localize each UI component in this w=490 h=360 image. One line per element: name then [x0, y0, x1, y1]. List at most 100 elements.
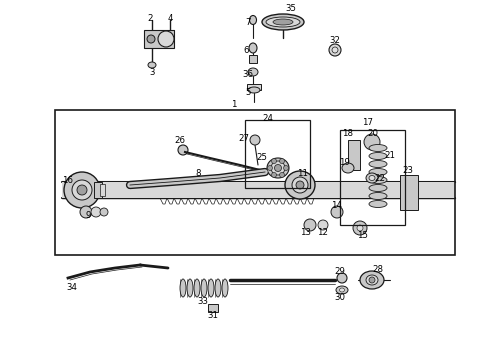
Circle shape	[364, 134, 380, 150]
Ellipse shape	[342, 163, 354, 173]
Ellipse shape	[180, 279, 186, 297]
Ellipse shape	[148, 62, 156, 68]
Circle shape	[250, 135, 260, 145]
Circle shape	[158, 31, 174, 47]
Text: 1: 1	[231, 99, 237, 108]
Ellipse shape	[267, 158, 289, 178]
Ellipse shape	[266, 17, 300, 27]
Text: 31: 31	[207, 310, 219, 320]
Ellipse shape	[215, 279, 221, 297]
Text: 24: 24	[263, 113, 273, 122]
Circle shape	[271, 158, 276, 163]
Text: 30: 30	[335, 292, 345, 302]
Text: 8: 8	[195, 168, 201, 177]
Ellipse shape	[366, 275, 378, 285]
Text: 15: 15	[358, 230, 368, 239]
Text: 36: 36	[243, 69, 253, 78]
Ellipse shape	[194, 279, 200, 297]
Text: 6: 6	[243, 45, 249, 54]
Text: 13: 13	[300, 228, 312, 237]
Text: 11: 11	[297, 168, 309, 177]
Text: 33: 33	[197, 297, 209, 306]
Ellipse shape	[369, 201, 387, 207]
Text: 16: 16	[63, 176, 74, 185]
Bar	[249, 55, 257, 63]
Ellipse shape	[292, 177, 308, 193]
Bar	[400, 175, 418, 210]
Ellipse shape	[222, 279, 228, 297]
Ellipse shape	[296, 181, 304, 189]
Ellipse shape	[337, 273, 347, 283]
Text: 28: 28	[372, 266, 384, 274]
Bar	[62, 182, 455, 198]
Ellipse shape	[366, 173, 378, 183]
Bar	[247, 84, 261, 90]
Ellipse shape	[248, 87, 260, 93]
Ellipse shape	[201, 279, 207, 297]
Text: 22: 22	[374, 174, 386, 183]
Ellipse shape	[72, 180, 92, 200]
Ellipse shape	[271, 161, 285, 175]
Ellipse shape	[369, 277, 375, 283]
Circle shape	[331, 206, 343, 218]
Text: 3: 3	[149, 68, 155, 77]
Text: 18: 18	[343, 129, 353, 138]
Ellipse shape	[369, 168, 387, 176]
Circle shape	[357, 225, 363, 231]
Ellipse shape	[369, 153, 387, 159]
Bar	[100, 184, 105, 196]
Circle shape	[284, 166, 289, 171]
Ellipse shape	[369, 193, 387, 199]
Text: 32: 32	[329, 36, 341, 45]
Text: 26: 26	[174, 135, 186, 144]
Circle shape	[353, 221, 367, 235]
Bar	[208, 304, 218, 312]
Circle shape	[318, 220, 328, 230]
Text: 29: 29	[335, 267, 345, 276]
Text: 9: 9	[85, 211, 91, 220]
Ellipse shape	[340, 288, 344, 292]
Ellipse shape	[262, 14, 304, 30]
Bar	[55, 110, 455, 255]
Ellipse shape	[369, 161, 387, 167]
Circle shape	[271, 172, 276, 177]
Ellipse shape	[285, 171, 315, 199]
Circle shape	[100, 208, 108, 216]
Text: 2: 2	[147, 14, 153, 23]
Text: 14: 14	[332, 201, 343, 210]
Bar	[94, 182, 102, 198]
Text: 27: 27	[239, 134, 249, 143]
Ellipse shape	[248, 68, 258, 76]
Bar	[340, 130, 405, 225]
Text: 12: 12	[318, 228, 328, 237]
Text: 23: 23	[402, 166, 414, 175]
Text: 5: 5	[245, 87, 251, 96]
Ellipse shape	[249, 15, 256, 24]
Ellipse shape	[369, 176, 387, 184]
Ellipse shape	[369, 144, 387, 152]
Text: 25: 25	[256, 153, 268, 162]
Circle shape	[147, 35, 155, 43]
Ellipse shape	[336, 286, 348, 294]
Ellipse shape	[332, 47, 338, 53]
Text: 7: 7	[245, 18, 251, 27]
Text: 34: 34	[67, 284, 77, 292]
Ellipse shape	[273, 19, 293, 25]
Text: 21: 21	[385, 150, 395, 159]
Circle shape	[304, 219, 316, 231]
Ellipse shape	[208, 279, 214, 297]
Bar	[144, 30, 174, 48]
Ellipse shape	[187, 279, 193, 297]
Text: 17: 17	[363, 117, 373, 126]
Ellipse shape	[249, 43, 257, 53]
Ellipse shape	[369, 185, 387, 192]
Circle shape	[80, 206, 92, 218]
Circle shape	[178, 145, 188, 155]
Text: 35: 35	[286, 4, 296, 13]
Ellipse shape	[369, 176, 375, 180]
Ellipse shape	[274, 165, 281, 171]
Bar	[245, 120, 310, 188]
Ellipse shape	[77, 185, 87, 195]
Text: 4: 4	[167, 14, 173, 23]
Ellipse shape	[64, 172, 100, 208]
